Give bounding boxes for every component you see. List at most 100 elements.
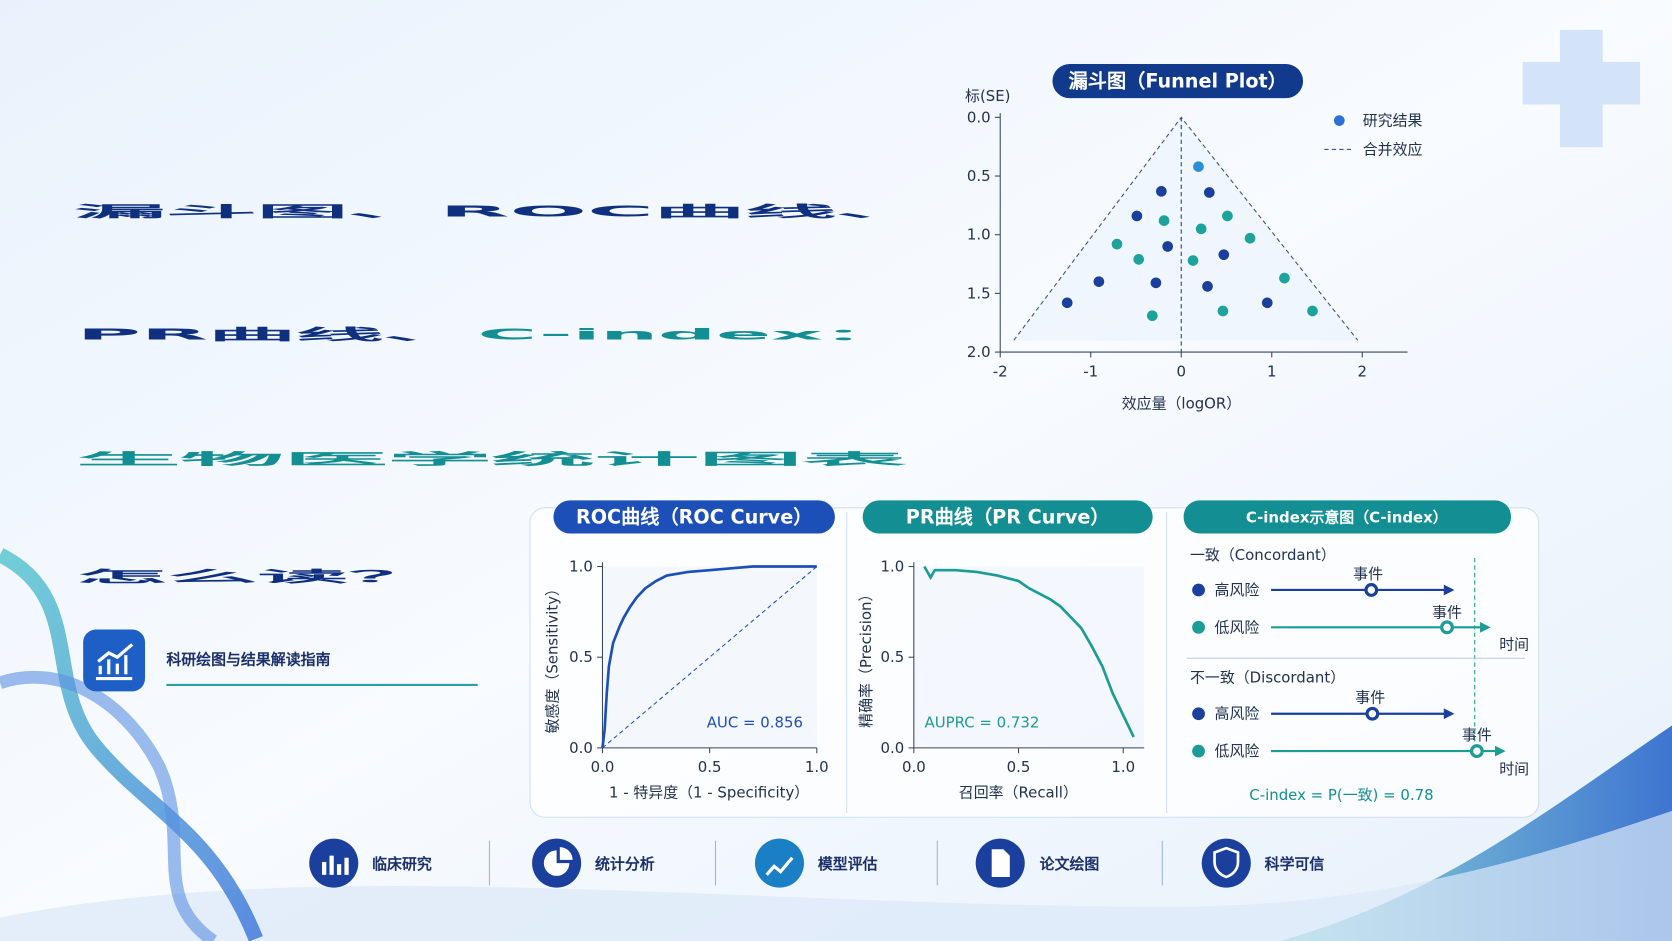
event-label: 事件 bbox=[1462, 726, 1492, 744]
group-label: 一致（Concordant） bbox=[1190, 546, 1336, 564]
panel-title-pill bbox=[1183, 500, 1511, 534]
data-point bbox=[1061, 297, 1073, 309]
arrow-head bbox=[1443, 584, 1455, 596]
risk-label: 低风险 bbox=[1215, 742, 1260, 760]
curve bbox=[923, 565, 1135, 738]
y-tick-label: 0.0 bbox=[569, 739, 593, 757]
footer-icon bbox=[1201, 838, 1251, 888]
event-marker bbox=[1364, 583, 1379, 597]
title-highlight: C-index： bbox=[478, 325, 905, 343]
subtitle: 科研绘图与结果解读指南 bbox=[166, 650, 330, 668]
legend-dot bbox=[1192, 620, 1205, 634]
risk-label: 高风险 bbox=[1215, 705, 1260, 723]
data-point bbox=[1222, 210, 1233, 222]
curve bbox=[601, 565, 817, 749]
data-point bbox=[1217, 305, 1229, 317]
title-line: 漏斗图、ROC曲线、 bbox=[75, 203, 928, 221]
x-tick-label: 1.0 bbox=[805, 758, 829, 776]
x-tick-label: 0 bbox=[1177, 362, 1186, 380]
formula: C-index = P(一致) = 0.78 bbox=[1249, 786, 1433, 804]
y-tick-label: 1.0 bbox=[967, 226, 991, 244]
risk-label: 低风险 bbox=[1215, 618, 1260, 636]
icon-glyph bbox=[543, 847, 573, 876]
legend-dot bbox=[1192, 583, 1205, 597]
time-label: 时间 bbox=[1499, 635, 1529, 653]
x-tick-label: 1.0 bbox=[1111, 758, 1135, 776]
y-tick-label: 1.0 bbox=[569, 558, 593, 576]
x-tick-label: 2 bbox=[1358, 362, 1367, 380]
y-tick-label: 1.0 bbox=[881, 558, 905, 576]
x-tick-label: 0.0 bbox=[591, 758, 615, 776]
event-marker bbox=[1440, 620, 1454, 635]
y-tick-label: 0.0 bbox=[967, 108, 991, 126]
data-point bbox=[1150, 277, 1162, 289]
x-axis-label: 效应量（logOR） bbox=[1122, 394, 1241, 412]
x-axis-label: 召回率（Recall） bbox=[959, 784, 1078, 802]
x-tick-label: -2 bbox=[993, 362, 1008, 380]
reference-line bbox=[602, 566, 818, 749]
event-label: 事件 bbox=[1355, 689, 1385, 707]
x-tick-label: 0.5 bbox=[1007, 758, 1031, 776]
chart-title-pill bbox=[553, 500, 835, 534]
data-point bbox=[1156, 185, 1167, 197]
footer-item: 科学可信 bbox=[1265, 855, 1325, 873]
event-label: 事件 bbox=[1432, 603, 1462, 621]
data-point bbox=[1261, 297, 1273, 309]
c-index-diagram: C-index示意图（C-index） 一致（Concordant） 高风险 事… bbox=[1183, 500, 1529, 804]
legend-dot bbox=[1192, 707, 1205, 721]
data-point bbox=[1158, 215, 1170, 226]
legend-dot bbox=[1192, 744, 1205, 758]
risk-label: 高风险 bbox=[1215, 581, 1260, 599]
footer-item: 论文绘图 bbox=[1040, 855, 1100, 873]
event-marker bbox=[1469, 744, 1484, 759]
panel-title: C-index示意图（C-index） bbox=[1246, 508, 1448, 526]
dna-strand bbox=[0, 670, 218, 941]
legend-label: 研究结果 bbox=[1363, 112, 1423, 130]
icon-glyph bbox=[765, 856, 794, 876]
y-tick-label: 0.5 bbox=[967, 167, 991, 185]
time-label: 时间 bbox=[1499, 760, 1529, 778]
event-label: 事件 bbox=[1353, 565, 1383, 583]
arrow-head bbox=[1494, 745, 1506, 757]
data-point bbox=[1203, 187, 1215, 198]
data-point bbox=[1279, 272, 1290, 284]
y-tick-label: 1.5 bbox=[967, 284, 991, 302]
title-line: 生物医学统计图表 bbox=[77, 450, 907, 468]
x-tick-label: 0.5 bbox=[698, 758, 722, 776]
legend-marker bbox=[1333, 115, 1345, 126]
data-point bbox=[1131, 210, 1143, 222]
data-point bbox=[1218, 249, 1230, 261]
title-line: 怎么读？ bbox=[77, 567, 440, 585]
y-axis-label: 敏感度（Sensitivity） bbox=[543, 581, 561, 733]
arrow-head bbox=[1443, 708, 1455, 720]
y-tick-label: 0.5 bbox=[881, 648, 905, 666]
data-point bbox=[1133, 254, 1145, 265]
data-point bbox=[1193, 161, 1204, 172]
dna-strand bbox=[0, 548, 263, 941]
footer-wave bbox=[0, 810, 1672, 941]
title-line: PR曲线、 bbox=[77, 325, 472, 343]
data-point bbox=[1093, 276, 1105, 287]
footer: 临床研究 统计分析 模型评估 论文绘图 科学可信 bbox=[309, 838, 1325, 888]
y-tick-label: 0.5 bbox=[569, 648, 593, 666]
icon-glyph bbox=[1213, 846, 1240, 879]
x-axis-label: 1 - 特异度（1 - Specificity） bbox=[609, 784, 809, 802]
data-point bbox=[1146, 310, 1158, 322]
annotation: AUC = 0.856 bbox=[707, 713, 803, 731]
footer-item: 统计分析 bbox=[595, 855, 655, 873]
chart-title-pill bbox=[862, 500, 1153, 534]
chart-title: ROC曲线（ROC Curve） bbox=[576, 505, 812, 528]
event-marker bbox=[1365, 706, 1380, 721]
chart-title: 漏斗图（Funnel Plot） bbox=[1069, 70, 1287, 93]
chart-title: PR曲线（PR Curve） bbox=[906, 505, 1110, 528]
data-point bbox=[1307, 305, 1318, 317]
annotation: AUPRC = 0.732 bbox=[925, 713, 1040, 731]
y-tick-label: 2.0 bbox=[967, 343, 991, 361]
footer-item: 临床研究 bbox=[372, 855, 432, 873]
group-label: 不一致（Discordant） bbox=[1190, 668, 1345, 686]
y-axis-label: 标(SE) bbox=[965, 87, 1010, 105]
footer-icon bbox=[754, 838, 805, 888]
data-point bbox=[1244, 232, 1256, 244]
chart-title-pill bbox=[1052, 64, 1304, 99]
